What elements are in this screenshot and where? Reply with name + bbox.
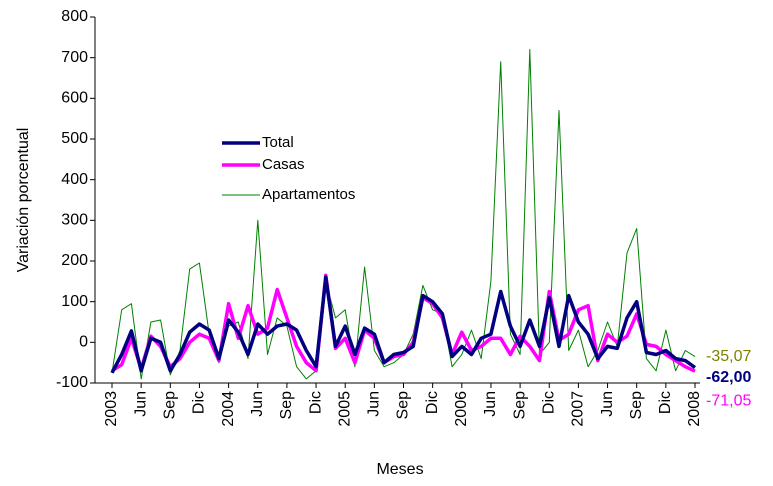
series-line bbox=[110, 275, 697, 374]
x-tick-label: Sep bbox=[395, 391, 412, 420]
x-tick-label: 2004 bbox=[220, 391, 237, 427]
x-axis-label: Meses bbox=[376, 461, 423, 478]
legend-label: Casas bbox=[262, 156, 305, 173]
x-tick-label: Dic bbox=[307, 391, 324, 414]
y-tick-label: 200 bbox=[61, 252, 88, 269]
legend-label: Total bbox=[262, 134, 294, 151]
x-tick-label: Dic bbox=[191, 391, 208, 414]
x-tick-label: Dic bbox=[424, 391, 441, 414]
value-label: -62,00 bbox=[706, 369, 751, 386]
y-tick-label: 500 bbox=[61, 130, 88, 147]
value-label: -71,05 bbox=[706, 392, 751, 409]
x-tick-label: 2003 bbox=[103, 391, 120, 427]
x-tick-label: 2006 bbox=[453, 391, 470, 427]
x-tick-label: Jun bbox=[599, 391, 616, 417]
y-tick-label: 300 bbox=[61, 212, 88, 229]
x-tick-label: Jun bbox=[482, 391, 499, 417]
y-tick-label: 100 bbox=[61, 293, 88, 310]
x-tick-label: Sep bbox=[628, 391, 645, 420]
y-tick-label: 600 bbox=[61, 90, 88, 107]
x-tick-label: Dic bbox=[540, 391, 557, 414]
y-tick-label: 700 bbox=[61, 49, 88, 66]
legend-label: Apartamentos bbox=[262, 186, 355, 203]
x-tick-label: Sep bbox=[162, 391, 179, 420]
y-axis-label: Variación porcentual bbox=[15, 128, 32, 273]
x-tick-label: Sep bbox=[278, 391, 295, 420]
y-tick-label: -100 bbox=[56, 374, 88, 391]
y-tick-label: 0 bbox=[79, 334, 88, 351]
value-label: -35,07 bbox=[706, 348, 751, 365]
x-tick-label: Dic bbox=[657, 391, 674, 414]
x-tick-label: Jun bbox=[366, 391, 383, 417]
x-tick-label: 2008 bbox=[686, 391, 703, 427]
y-tick-label: 400 bbox=[61, 171, 88, 188]
series-line bbox=[111, 49, 696, 380]
series-line bbox=[111, 273, 696, 373]
x-tick-label: Sep bbox=[511, 391, 528, 420]
x-tick-label: 2007 bbox=[570, 391, 587, 427]
x-tick-label: Jun bbox=[132, 391, 149, 417]
x-tick-label: 2005 bbox=[336, 391, 353, 427]
y-tick-label: 800 bbox=[61, 8, 88, 25]
x-tick-label: Jun bbox=[249, 391, 266, 417]
